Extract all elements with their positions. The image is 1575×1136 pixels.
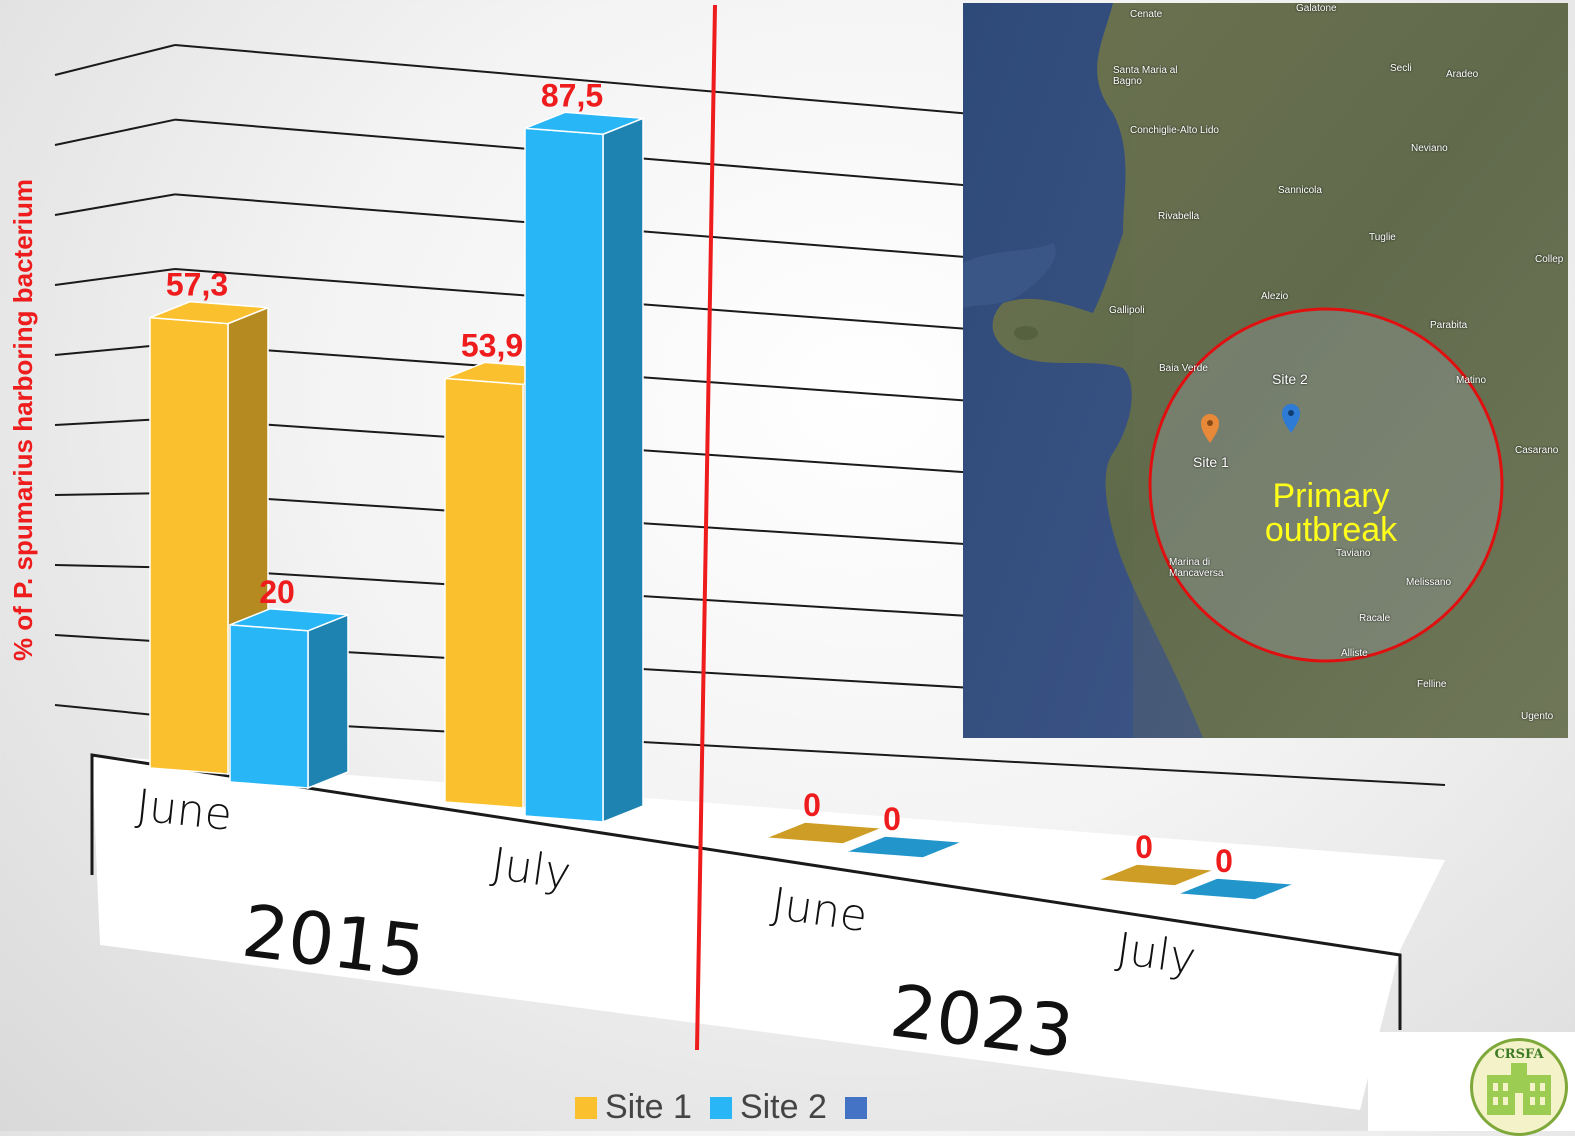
map-place-label: Baia Verde <box>1159 363 1208 374</box>
x-tick-label: June <box>134 780 235 841</box>
satellite-map: Cenate Galatone Santa Maria al Bagno Sec… <box>963 3 1568 738</box>
map-place-label: Alliste <box>1341 648 1368 659</box>
gridline-side <box>54 268 176 286</box>
gridline <box>174 716 1446 786</box>
y-axis-label: % of P. spumarius harboring bacterium <box>8 178 38 662</box>
outbreak-circle <box>1148 307 1504 663</box>
map-place-label: Sannicola <box>1278 185 1322 196</box>
bar-side-site-2 <box>307 613 349 790</box>
map-place-label: Cenate <box>1130 9 1163 20</box>
x-tick-label: July <box>488 838 573 900</box>
map-place-label: Marina di Mancaversa <box>1169 557 1224 579</box>
data-label: 57,3 <box>166 267 228 303</box>
data-label: 87,5 <box>541 77 603 113</box>
data-label: 0 <box>803 787 821 823</box>
legend-item-site-2: Site 2 <box>709 1088 827 1127</box>
chart-data-labels: 57,3 53,9 0 0 20 87,5 0 0 <box>166 77 1233 879</box>
map-place-label: Ugento <box>1521 711 1554 722</box>
map-place-label: Conchiglie-Alto Lido <box>1130 125 1219 136</box>
map-place-label: Racale <box>1359 613 1391 624</box>
chart-floor <box>90 4 1445 1110</box>
data-label: 0 <box>1135 829 1153 865</box>
data-label: 53,9 <box>461 327 523 363</box>
map-place-label: Taviano <box>1336 548 1371 559</box>
legend-swatch <box>575 1096 597 1119</box>
bar-top-site-2 <box>1176 877 1296 901</box>
map-place-label: Neviano <box>1411 143 1448 154</box>
gridline-side <box>54 193 176 216</box>
map-imagery <box>963 3 1568 738</box>
map-place-label: Felline <box>1417 679 1447 690</box>
year-divider-line <box>695 4 717 1051</box>
legend-item-unnamed <box>844 1096 875 1119</box>
legend-swatch <box>844 1096 867 1119</box>
map-place-label: Gallipoli <box>1109 305 1145 316</box>
bar-front-site-2 <box>524 127 604 823</box>
map-site-1-label: Site 1 <box>1193 454 1229 470</box>
gridline-side <box>54 44 176 76</box>
map-place-label: Melissano <box>1406 577 1452 588</box>
building-icon <box>1487 1063 1551 1115</box>
gridline-side <box>54 118 176 146</box>
map-site-2-label: Site 2 <box>1272 371 1308 387</box>
bar-front-site-1 <box>444 377 524 809</box>
map-place-label: Collep <box>1535 254 1564 265</box>
map-place-label: Matino <box>1456 375 1487 386</box>
map-place-label: Casarano <box>1515 445 1559 456</box>
chart-bars <box>149 111 1296 901</box>
map-place-label: Aradeo <box>1446 69 1479 80</box>
bar-front-site-1 <box>149 316 229 775</box>
primary-outbreak-label: Primary outbreak <box>1264 477 1398 549</box>
legend-label: Site 1 <box>605 1088 692 1126</box>
logo-text: CRSFA <box>1494 1047 1544 1062</box>
map-place-label: Alezio <box>1261 291 1289 302</box>
map-place-label: Rivabella <box>1158 211 1200 222</box>
data-label: 20 <box>259 574 295 610</box>
legend-swatch <box>709 1096 732 1119</box>
bar-front-site-2 <box>229 623 309 789</box>
bar-top-site-2 <box>229 608 349 632</box>
crsfa-logo: CRSFA <box>1470 1038 1568 1136</box>
chart-floor-panel <box>92 755 1445 1110</box>
map-place-label: Galatone <box>1296 3 1337 14</box>
bar-top-site-1 <box>764 821 884 845</box>
bar-side-site-2 <box>602 117 644 824</box>
data-label: 0 <box>883 801 901 837</box>
chart-legend: Site 1 Site 2 <box>575 1088 883 1127</box>
map-place-label: Secli <box>1390 63 1412 74</box>
bar-top-site-1 <box>1096 863 1216 887</box>
chart-floor-edge <box>90 753 1402 1030</box>
data-label: 0 <box>1215 843 1233 879</box>
map-place-label: Santa Maria al Bagno <box>1113 65 1178 87</box>
legend-item-site-1: Site 1 <box>575 1088 692 1127</box>
bar-top-site-2 <box>844 835 964 859</box>
x-tick-label: July <box>1113 923 1198 985</box>
site-1-marker-icon <box>1201 414 1219 443</box>
site-2-marker-icon <box>1282 404 1300 433</box>
legend-label: Site 2 <box>739 1088 827 1126</box>
bar-top-site-1 <box>149 300 269 325</box>
map-place-label: Tuglie <box>1369 232 1396 243</box>
map-place-label: Parabita <box>1430 320 1468 331</box>
bar-top-site-2 <box>524 111 644 136</box>
